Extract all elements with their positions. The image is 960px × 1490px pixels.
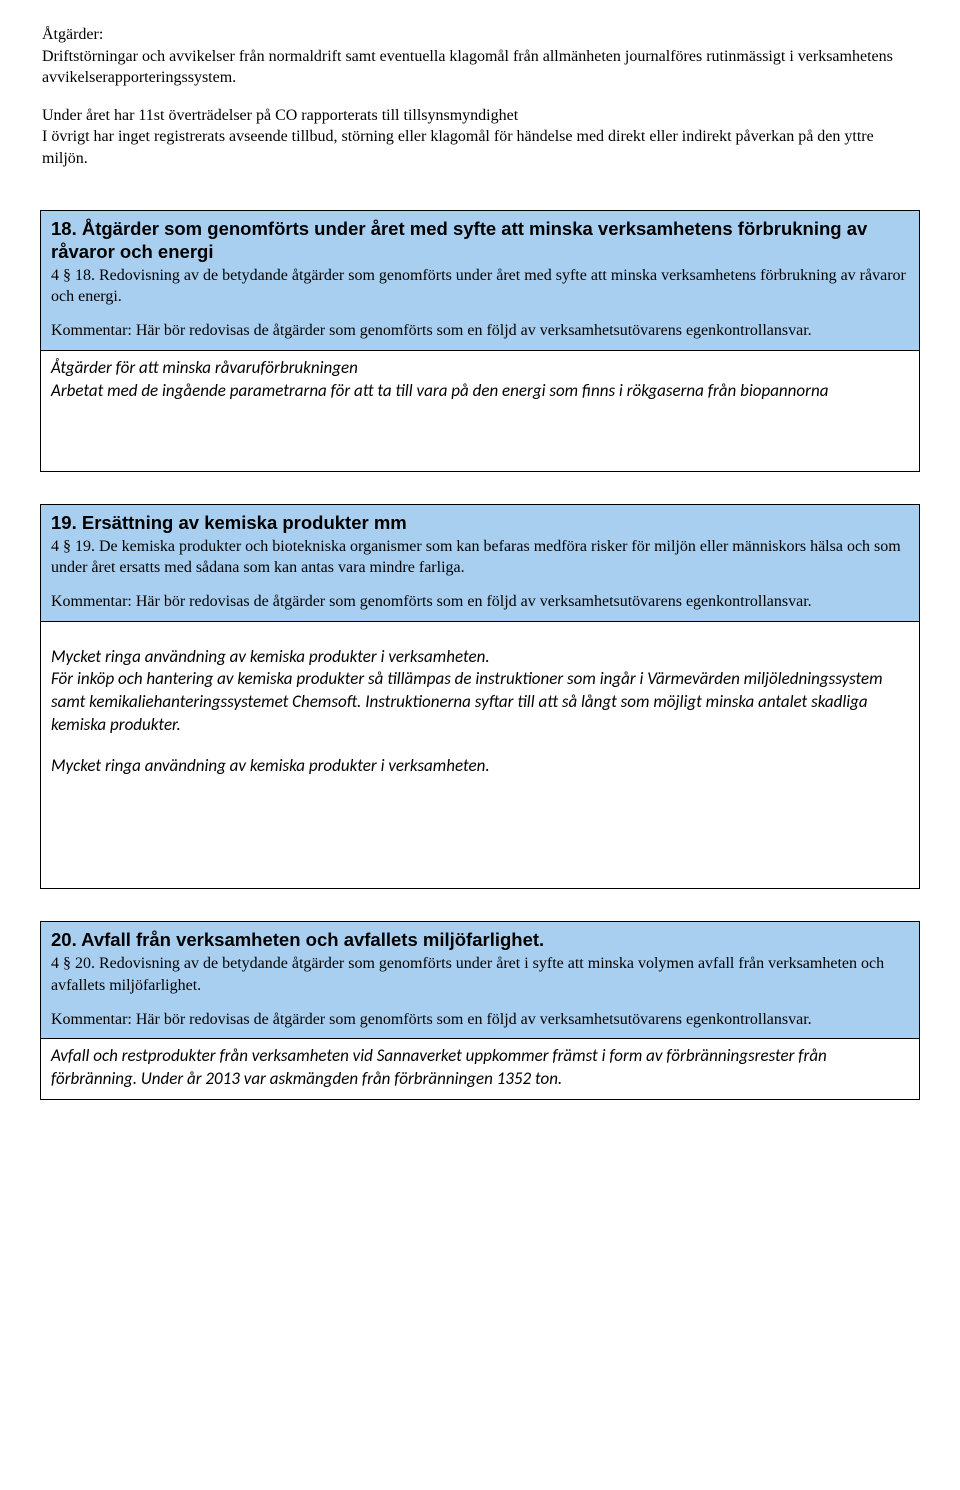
section-18-ref: 4 § 18. Redovisning av de betydande åtgä… bbox=[51, 265, 909, 308]
intro-line-1: Åtgärder: bbox=[42, 24, 918, 46]
section-19-header: 19. Ersättning av kemiska produkter mm 4… bbox=[41, 505, 919, 622]
section-18-body: Åtgärder för att minska råvaruförbruknin… bbox=[41, 351, 919, 471]
section-20-ref: 4 § 20. Redovisning av de betydande åtgä… bbox=[51, 953, 909, 996]
section-19-body: Mycket ringa användning av kemiska produ… bbox=[41, 622, 919, 889]
section-19-title: 19. Ersättning av kemiska produkter mm bbox=[51, 511, 909, 534]
section-18: 18. Åtgärder som genomförts under året m… bbox=[40, 210, 920, 472]
section-18-header: 18. Åtgärder som genomförts under året m… bbox=[41, 211, 919, 351]
section-19-body-p3: Mycket ringa användning av kemiska produ… bbox=[51, 755, 909, 778]
section-20-body: Avfall och restprodukter från verksamhet… bbox=[41, 1039, 919, 1099]
section-18-comment: Kommentar: Här bör redovisas de åtgärder… bbox=[51, 320, 909, 342]
intro-line-3: Under året har 11st överträdelser på CO … bbox=[42, 105, 918, 127]
section-19-comment: Kommentar: Här bör redovisas de åtgärder… bbox=[51, 591, 909, 613]
section-18-body-line-2: Arbetat med de ingående parametrarna för… bbox=[51, 380, 909, 403]
section-20-header: 20. Avfall från verksamheten och avfalle… bbox=[41, 922, 919, 1039]
section-18-title: 18. Åtgärder som genomförts under året m… bbox=[51, 217, 909, 263]
section-20-comment: Kommentar: Här bör redovisas de åtgärder… bbox=[51, 1009, 909, 1031]
section-18-body-line-1: Åtgärder för att minska råvaruförbruknin… bbox=[51, 357, 909, 380]
intro-text-block: Åtgärder: Driftstörningar och avvikelser… bbox=[40, 24, 920, 170]
section-19-ref: 4 § 19. De kemiska produkter och biotekn… bbox=[51, 536, 909, 579]
intro-line-2: Driftstörningar och avvikelser från norm… bbox=[42, 46, 918, 89]
intro-line-4: I övrigt har inget registrerats avseende… bbox=[42, 126, 918, 169]
section-19-body-p2: För inköp och hantering av kemiska produ… bbox=[51, 668, 909, 737]
section-20: 20. Avfall från verksamheten och avfalle… bbox=[40, 921, 920, 1100]
section-20-title: 20. Avfall från verksamheten och avfalle… bbox=[51, 928, 909, 951]
section-20-body-p1: Avfall och restprodukter från verksamhet… bbox=[51, 1045, 909, 1091]
section-19-body-p1: Mycket ringa användning av kemiska produ… bbox=[51, 646, 909, 669]
section-19: 19. Ersättning av kemiska produkter mm 4… bbox=[40, 504, 920, 890]
